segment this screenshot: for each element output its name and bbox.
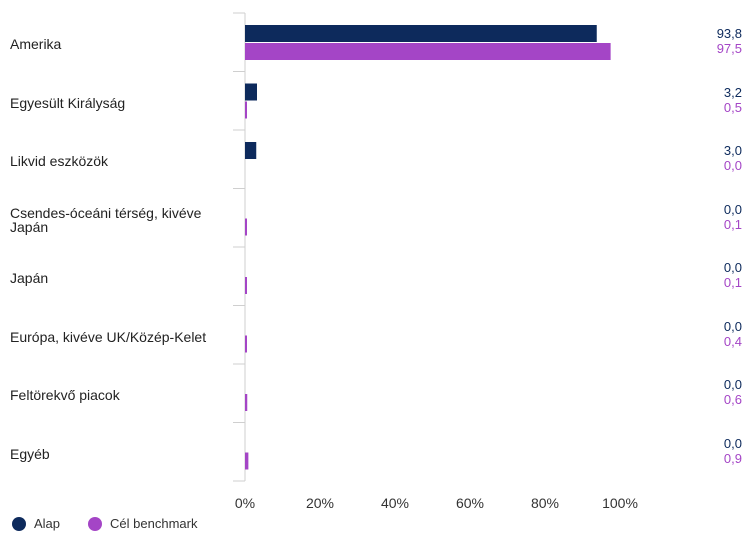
- x-tick-label: 60%: [456, 495, 484, 511]
- category-label: Feltörekvő piacok: [10, 387, 120, 404]
- x-tick-label: 0%: [235, 495, 255, 511]
- category-label: Japán: [10, 270, 49, 287]
- value-label-alap: 3,2: [723, 84, 742, 100]
- bar-cel-benchmark-5: [245, 335, 247, 353]
- value-label-cel-benchmark: 0,1: [723, 275, 742, 290]
- x-tick-label: 80%: [531, 495, 559, 511]
- value-label-alap: 0,0: [723, 201, 742, 217]
- value-label-alap: 0,0: [723, 435, 742, 451]
- legend-label-alap: Alap: [34, 516, 61, 531]
- value-label-cel-benchmark: 0,5: [723, 99, 742, 115]
- legend-item-cel-benchmark[interactable]: Cél benchmark: [88, 516, 197, 531]
- legend-swatch-alap: [12, 516, 26, 531]
- category-label: Egyéb: [10, 445, 50, 462]
- x-tick-label: 40%: [381, 495, 409, 511]
- category-label: Csendes-óceáni térség, kivéve Japán: [10, 204, 202, 235]
- bar-alap-2: [245, 142, 257, 159]
- bar-cel-benchmark-7: [245, 452, 249, 470]
- value-label-cel-benchmark: 0,0: [723, 158, 742, 173]
- category-label: Likvid eszközök: [10, 153, 109, 170]
- x-tick-label: 100%: [602, 495, 638, 511]
- value-label-alap: 0,0: [723, 318, 742, 334]
- legend: Alap Cél benchmark: [12, 516, 197, 531]
- value-label-alap: 93,8: [716, 26, 742, 41]
- value-label-cel-benchmark: 0,4: [723, 333, 742, 349]
- legend-label-cel-benchmark: Cél benchmark: [110, 516, 198, 531]
- x-tick-label: 20%: [306, 495, 334, 511]
- value-label-cel-benchmark: 0,1: [723, 216, 742, 232]
- category-label: Amerika: [10, 36, 62, 53]
- bar-alap-1: [245, 83, 257, 101]
- category-label: Egyesült Királyság: [10, 94, 126, 111]
- bar-cel-benchmark-1: [245, 101, 247, 119]
- bar-cel-benchmark-0: [245, 43, 611, 60]
- value-label-cel-benchmark: 97,5: [716, 41, 742, 56]
- legend-item-alap[interactable]: Alap: [12, 516, 60, 531]
- category-label: Európa, kivéve UK/Közép-Kelet: [10, 328, 207, 345]
- value-label-cel-benchmark: 0,6: [723, 392, 742, 407]
- bar-cel-benchmark-3: [245, 218, 247, 236]
- bar-cel-benchmark-4: [245, 277, 247, 294]
- value-label-alap: 0,0: [723, 377, 742, 392]
- legend-swatch-cel-benchmark: [88, 516, 103, 531]
- bar-cel-benchmark-6: [245, 394, 248, 411]
- bar-alap-0: [245, 25, 597, 42]
- value-label-alap: 0,0: [723, 260, 742, 275]
- value-label-alap: 3,0: [723, 143, 742, 158]
- value-label-cel-benchmark: 0,9: [723, 450, 742, 466]
